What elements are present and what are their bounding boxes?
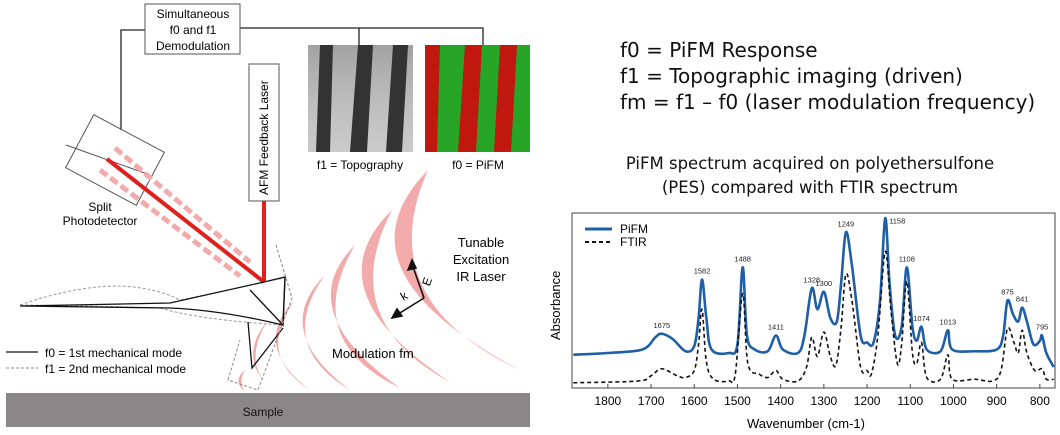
legend-pifm-label: PiFM	[620, 222, 648, 236]
peak-label: 1675	[654, 321, 671, 330]
demodulation-box	[144, 3, 241, 55]
equation-fm: fm = f1 – f0 (laser modulation frequency…	[620, 90, 1036, 114]
photodetector-label-2: Photodetector	[63, 214, 138, 228]
afm-feedback-laser-label: AFM Feedback Laser	[257, 80, 271, 195]
cantilever	[19, 244, 293, 391]
peak-label: 841	[1016, 295, 1029, 304]
series-pifm-line	[573, 216, 1055, 368]
x-tick-label: 1700	[638, 394, 665, 408]
wire	[120, 29, 145, 130]
x-tick-label: 800	[1030, 394, 1050, 408]
x-tick-label: 1200	[854, 394, 881, 408]
sample-label: Sample	[243, 405, 284, 419]
legend-second-mode: f1 = 2nd mechanical mode	[45, 362, 186, 376]
legend-ftir-label: FTIR	[620, 235, 647, 249]
peak-label: 1158	[889, 216, 905, 225]
ir-laser-label-1: Tunable	[458, 235, 505, 250]
x-tick-label: 1300	[811, 394, 838, 408]
topography-caption: f1 = Topography	[317, 158, 403, 172]
afm-feedback-laser-box	[248, 63, 280, 202]
peak-label: 1411	[768, 323, 784, 332]
peak-label: 1328	[803, 275, 820, 284]
chart-title-line-2: (PES) compared with FTIR spectrum	[661, 178, 959, 197]
reflected-beam-dashed	[113, 146, 252, 264]
topography-image	[308, 45, 413, 152]
plot-frame	[571, 212, 1056, 389]
vector-k-label: k	[398, 288, 411, 304]
pifm-setup-diagram: Simultaneous f0 and f1 Demodulation f1 =…	[6, 3, 530, 427]
peak-label: 795	[1036, 323, 1049, 332]
peak-label: 1582	[694, 267, 711, 276]
reflected-beam-dashed	[98, 168, 242, 278]
equation-f1: f1 = Topographic imaging (driven)	[620, 64, 963, 88]
peak-label: 1300	[816, 279, 833, 288]
equation-f0: f0 = PiFM Response	[620, 38, 818, 62]
sample-slab	[6, 393, 530, 427]
demod-line-3: Demodulation	[156, 39, 230, 53]
chart-title-line-1: PiFM spectrum acquired on polyethersulfo…	[625, 154, 995, 173]
field-vectors	[390, 258, 425, 320]
ir-laser-label-2: Excitation	[453, 252, 509, 267]
peak-label: 1108	[899, 254, 915, 263]
peak-label: 1488	[734, 254, 751, 263]
x-axis-label: Wavenumber (cm-1)	[747, 416, 865, 431]
reflected-laser-beam	[105, 157, 266, 284]
peak-label: 1249	[838, 219, 855, 228]
ir-laser-label-3: IR Laser	[456, 269, 506, 284]
modulation-label: Modulation fm	[332, 346, 414, 361]
series-ftir-line	[573, 250, 1054, 384]
x-tick-label: 1100	[897, 394, 923, 408]
demod-line-1: Simultaneous	[157, 7, 230, 21]
x-tick-label: 1800	[595, 394, 622, 408]
pifm-image	[425, 45, 530, 152]
y-axis-label: Absorbance	[548, 271, 563, 340]
x-tick-label: 1400	[767, 394, 794, 408]
peak-label: 1074	[913, 314, 930, 323]
peak-label: 1013	[940, 317, 957, 326]
ir-wavefronts	[238, 170, 520, 392]
x-tick-label: 1600	[681, 394, 708, 408]
legend-first-mode: f0 = 1st mechanical mode	[45, 346, 182, 360]
x-tick-label: 1000	[940, 394, 967, 408]
demod-line-2: f0 and f1	[170, 23, 217, 37]
x-tick-label: 1500	[724, 394, 751, 408]
peak-label: 875	[1001, 288, 1014, 297]
wire	[240, 27, 484, 45]
pifm-caption: f0 = PiFM	[452, 158, 504, 172]
photodetector-label-1: Split	[88, 200, 112, 214]
x-tick-label: 900	[987, 394, 1007, 408]
